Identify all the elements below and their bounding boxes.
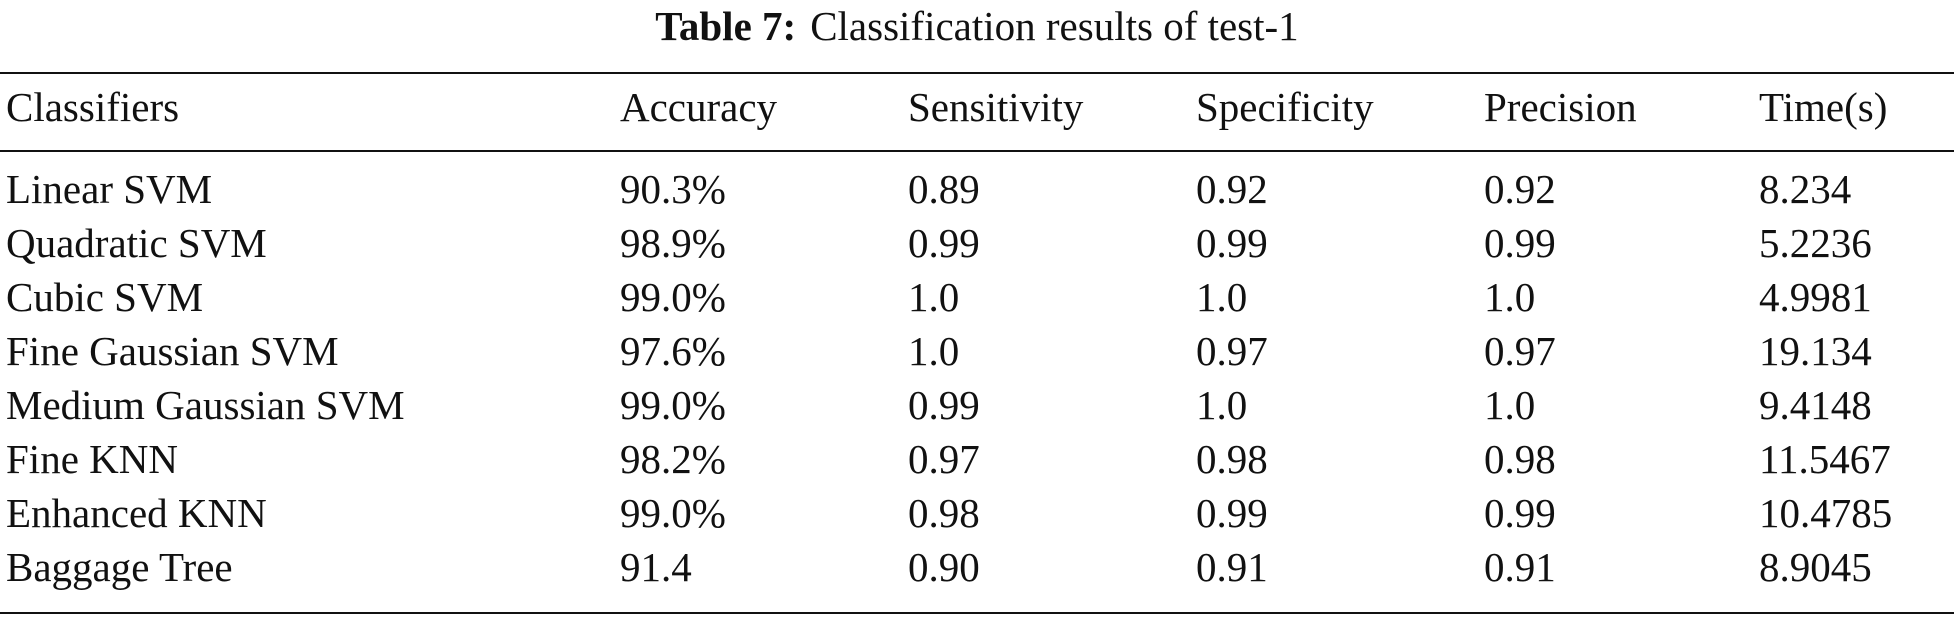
cell-classifier: Baggage Tree bbox=[6, 544, 233, 590]
cell-sensitivity: 0.98 bbox=[908, 490, 980, 536]
cell-specificity: 1.0 bbox=[1196, 274, 1248, 320]
table-row: Enhanced KNN 99.0% 0.98 0.99 0.99 10.478… bbox=[0, 486, 1954, 540]
cell-time: 5.2236 bbox=[1759, 220, 1872, 266]
cell-precision: 0.97 bbox=[1484, 328, 1556, 374]
cell-time: 8.234 bbox=[1759, 166, 1852, 212]
cell-specificity: 0.91 bbox=[1196, 544, 1268, 590]
cell-specificity: 0.99 bbox=[1196, 490, 1268, 536]
cell-time: 19.134 bbox=[1759, 328, 1872, 374]
cell-accuracy: 98.2% bbox=[620, 436, 726, 482]
table-row: Fine KNN 98.2% 0.97 0.98 0.98 11.5467 bbox=[0, 432, 1954, 486]
cell-specificity: 0.97 bbox=[1196, 328, 1268, 374]
cell-classifier: Cubic SVM bbox=[6, 274, 204, 320]
cell-time: 9.4148 bbox=[1759, 382, 1872, 428]
cell-precision: 1.0 bbox=[1484, 274, 1536, 320]
header-accuracy: Accuracy bbox=[620, 84, 778, 130]
table-row: Fine Gaussian SVM 97.6% 1.0 0.97 0.97 19… bbox=[0, 324, 1954, 378]
cell-specificity: 1.0 bbox=[1196, 382, 1248, 428]
cell-sensitivity: 0.89 bbox=[908, 166, 980, 212]
cell-classifier: Fine Gaussian SVM bbox=[6, 328, 339, 374]
cell-accuracy: 98.9% bbox=[620, 220, 726, 266]
cell-precision: 0.99 bbox=[1484, 490, 1556, 536]
cell-classifier: Medium Gaussian SVM bbox=[6, 382, 405, 428]
table-header-row: Classifiers Accuracy Sensitivity Specifi… bbox=[0, 76, 1954, 150]
table-row: Baggage Tree 91.4 0.90 0.91 0.91 8.9045 bbox=[0, 540, 1954, 594]
table-top-rule bbox=[0, 72, 1954, 74]
cell-accuracy: 99.0% bbox=[620, 382, 726, 428]
table-row: Quadratic SVM 98.9% 0.99 0.99 0.99 5.223… bbox=[0, 216, 1954, 270]
table-row: Medium Gaussian SVM 99.0% 0.99 1.0 1.0 9… bbox=[0, 378, 1954, 432]
header-precision: Precision bbox=[1484, 84, 1637, 130]
cell-classifier: Quadratic SVM bbox=[6, 220, 267, 266]
cell-sensitivity: 1.0 bbox=[908, 274, 960, 320]
table-caption-text: Classification results of test-1 bbox=[810, 3, 1299, 49]
cell-accuracy: 91.4 bbox=[620, 544, 692, 590]
cell-sensitivity: 0.97 bbox=[908, 436, 980, 482]
cell-precision: 1.0 bbox=[1484, 382, 1536, 428]
cell-sensitivity: 1.0 bbox=[908, 328, 960, 374]
cell-specificity: 0.99 bbox=[1196, 220, 1268, 266]
cell-classifier: Fine KNN bbox=[6, 436, 178, 482]
table-caption: Table 7: Classification results of test-1 bbox=[0, 2, 1954, 50]
cell-precision: 0.99 bbox=[1484, 220, 1556, 266]
cell-accuracy: 97.6% bbox=[620, 328, 726, 374]
cell-precision: 0.98 bbox=[1484, 436, 1556, 482]
cell-accuracy: 99.0% bbox=[620, 490, 726, 536]
cell-specificity: 0.98 bbox=[1196, 436, 1268, 482]
header-sensitivity: Sensitivity bbox=[908, 84, 1084, 130]
cell-accuracy: 90.3% bbox=[620, 166, 726, 212]
header-time: Time(s) bbox=[1759, 84, 1888, 130]
cell-sensitivity: 0.90 bbox=[908, 544, 980, 590]
cell-specificity: 0.92 bbox=[1196, 166, 1268, 212]
header-specificity: Specificity bbox=[1196, 84, 1374, 130]
header-classifiers: Classifiers bbox=[6, 84, 180, 130]
cell-sensitivity: 0.99 bbox=[908, 382, 980, 428]
cell-sensitivity: 0.99 bbox=[908, 220, 980, 266]
table-header-rule bbox=[0, 150, 1954, 152]
cell-precision: 0.92 bbox=[1484, 166, 1556, 212]
cell-time: 10.4785 bbox=[1759, 490, 1893, 536]
cell-time: 11.5467 bbox=[1759, 436, 1891, 482]
cell-precision: 0.91 bbox=[1484, 544, 1556, 590]
cell-accuracy: 99.0% bbox=[620, 274, 726, 320]
table-bottom-rule bbox=[0, 612, 1954, 614]
cell-classifier: Enhanced KNN bbox=[6, 490, 267, 536]
table-caption-label: Table 7: bbox=[655, 3, 797, 49]
table-row: Linear SVM 90.3% 0.89 0.92 0.92 8.234 bbox=[0, 150, 1954, 216]
cell-time: 8.9045 bbox=[1759, 544, 1872, 590]
classification-results-table: Classifiers Accuracy Sensitivity Specifi… bbox=[0, 76, 1954, 594]
table-row: Cubic SVM 99.0% 1.0 1.0 1.0 4.9981 bbox=[0, 270, 1954, 324]
cell-classifier: Linear SVM bbox=[6, 166, 213, 212]
cell-time: 4.9981 bbox=[1759, 274, 1872, 320]
